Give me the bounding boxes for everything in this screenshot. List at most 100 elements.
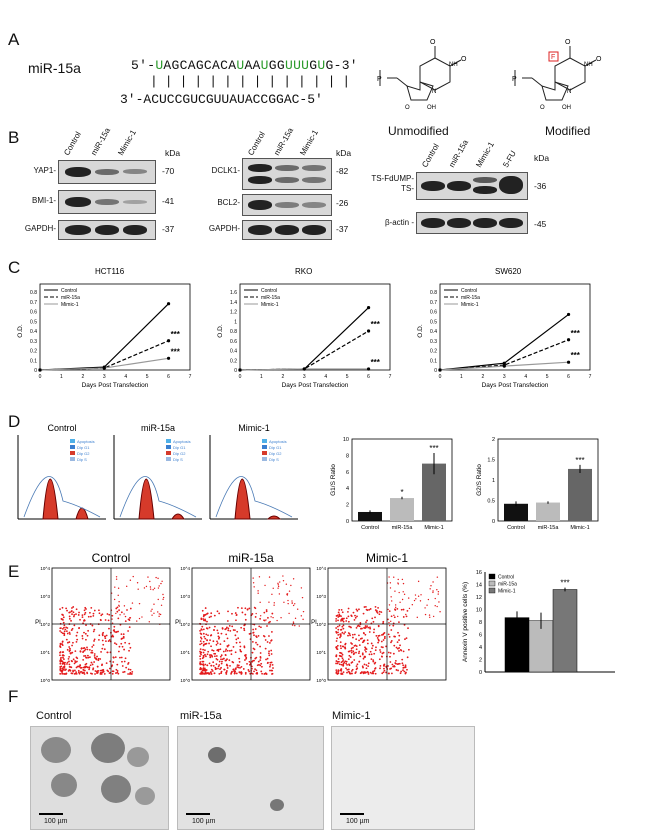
event-dot <box>117 650 120 653</box>
event-dot <box>111 618 113 620</box>
event-dot <box>292 604 295 607</box>
event-dot <box>93 628 96 631</box>
blot1-row-label: GAPDH- <box>24 224 56 233</box>
event-dot <box>231 670 233 673</box>
event-dot <box>361 637 363 640</box>
event-dot <box>158 585 160 587</box>
event-dot <box>372 659 375 662</box>
chem-oh: OH <box>427 105 436 111</box>
event-dot <box>266 662 269 664</box>
event-dot <box>230 653 233 656</box>
event-dot <box>302 618 304 621</box>
event-dot <box>405 637 408 640</box>
event-dot <box>256 672 258 675</box>
event-dot <box>375 646 377 649</box>
event-dot <box>383 669 386 672</box>
y-tick-label: 0.4 <box>430 329 437 335</box>
event-dot <box>203 669 206 672</box>
event-dot <box>80 647 83 650</box>
event-dot <box>98 634 101 637</box>
event-dot <box>61 672 64 674</box>
legend-swatch <box>70 451 75 455</box>
event-dot <box>75 613 77 616</box>
event-dot <box>358 608 360 611</box>
event-dot <box>63 626 65 629</box>
legend-swatch <box>166 451 171 455</box>
event-dot <box>286 594 289 596</box>
event-dot <box>98 612 101 615</box>
y-tick-label: 0.5 <box>30 319 37 325</box>
event-dot <box>357 624 360 627</box>
event-dot <box>203 635 206 638</box>
significance: *** <box>571 351 581 360</box>
event-dot <box>392 665 395 668</box>
blot1-lane-label: miR-15a <box>89 126 113 157</box>
event-dot <box>359 655 362 658</box>
event-dot <box>259 615 262 617</box>
strand-segment: 5'- <box>131 58 156 73</box>
event-dot <box>219 655 222 658</box>
event-dot <box>99 672 102 674</box>
event-dot <box>99 669 102 672</box>
legend-swatch <box>70 439 75 443</box>
legend-swatch <box>166 457 171 461</box>
event-dot <box>402 666 405 669</box>
series-line <box>239 307 369 371</box>
annexin-bar-chart: 0 2 4 6 8 10 12 14 16 Annexin V positive cells (%… <box>462 570 615 676</box>
event-dot <box>383 635 386 638</box>
event-dot <box>202 648 205 651</box>
event-dot <box>233 671 236 674</box>
event-dot <box>104 619 107 621</box>
event-dot <box>415 598 417 600</box>
y-tick-label: 10^1 <box>40 650 50 655</box>
event-dot <box>393 665 396 668</box>
y-tick-label: 0.5 <box>487 499 495 505</box>
flow-plot-title: Control <box>92 551 131 565</box>
y-tick-label: 0.3 <box>430 339 437 345</box>
y-tick-label: 10^3 <box>316 594 326 599</box>
blot3-lane-label: Control <box>420 142 441 169</box>
event-dot <box>141 616 143 618</box>
event-dot <box>89 615 92 618</box>
x-tick-label: 4 <box>524 374 527 380</box>
event-dot <box>128 649 130 652</box>
spheroid-image-control <box>30 726 169 830</box>
event-dot <box>101 633 104 635</box>
event-dot <box>123 648 126 651</box>
event-dot <box>104 635 106 638</box>
x-tick-label: 1 <box>60 374 63 380</box>
event-dot <box>61 660 64 663</box>
legend-label: Dip G2 <box>269 451 282 456</box>
event-dot <box>92 614 95 617</box>
y-tick-label: 10^0 <box>180 678 190 683</box>
event-dot <box>209 654 211 656</box>
legend-label: Control <box>61 288 77 294</box>
event-dot <box>368 608 371 611</box>
y-tick-label: 0.8 <box>30 290 37 296</box>
event-dot <box>92 668 94 671</box>
modified-label: Modified <box>545 124 591 138</box>
event-dot <box>113 629 116 631</box>
event-dot <box>260 670 263 673</box>
event-dot <box>400 608 403 611</box>
event-dot <box>397 663 400 665</box>
event-dot <box>364 656 367 658</box>
y-tick-label: 0 <box>234 368 237 374</box>
event-dot <box>70 629 73 631</box>
event-dot <box>240 626 243 629</box>
event-dot <box>389 652 392 654</box>
x-tick-label: 5 <box>346 374 349 380</box>
event-dot <box>260 626 262 629</box>
event-dot <box>199 663 202 666</box>
event-dot <box>363 606 366 608</box>
event-dot <box>345 617 348 620</box>
event-dot <box>244 607 247 610</box>
data-point <box>366 329 371 333</box>
legend-swatch <box>488 580 496 587</box>
event-dot <box>227 629 230 632</box>
x-tick-label: Mimic-1 <box>424 525 443 531</box>
event-dot <box>251 667 253 670</box>
event-dot <box>239 641 241 644</box>
event-dot <box>373 662 376 665</box>
